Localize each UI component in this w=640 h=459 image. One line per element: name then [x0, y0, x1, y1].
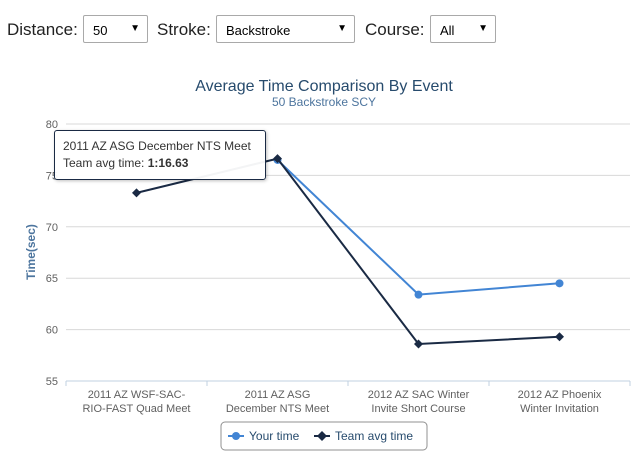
series-line-team-avg — [136, 157, 560, 346]
data-point[interactable] — [555, 279, 564, 288]
data-point[interactable] — [273, 154, 282, 164]
x-axis: 2011 AZ WSF-SAC-RIO-FAST Quad Meet 2011 A… — [65, 380, 631, 415]
x-tick-label: 2011 AZ WSF-SAC-RIO-FAST Quad Meet — [82, 389, 190, 415]
legend-swatch-marker — [232, 432, 240, 440]
x-tick-label: 2012 AZ Phoenix Winter Invitation — [518, 389, 602, 415]
chart-subtitle: 50 Backstroke SCY — [272, 95, 376, 109]
data-point[interactable] — [414, 339, 423, 349]
chevron-down-icon: ▼ — [130, 23, 140, 34]
course-label: Course: — [365, 20, 425, 39]
y-tick-label: 80 — [46, 119, 58, 131]
legend-item-your-time[interactable]: Your time — [228, 429, 300, 443]
y-tick-label: 65 — [46, 273, 58, 285]
legend-label-team-avg: Team avg time — [335, 429, 413, 443]
tooltip-metric-value: 1:16.63 — [147, 156, 189, 170]
chevron-down-icon: ▼ — [478, 23, 488, 34]
chart-title: Average Time Comparison By Event — [195, 78, 453, 95]
filter-bar: Distance: 50 ▼ Stroke: Backstroke ▼ Cour… — [0, 0, 640, 60]
data-point[interactable] — [555, 332, 564, 342]
stroke-value: Backstroke — [226, 23, 291, 38]
tooltip-metric: Team avg time: 1:16.63 — [63, 155, 257, 172]
chevron-down-icon: ▼ — [337, 23, 347, 34]
stroke-select[interactable]: Backstroke ▼ — [216, 15, 355, 43]
data-point[interactable] — [414, 290, 423, 299]
x-tick-label: 2011 AZ ASG December NTS Meet — [226, 389, 329, 415]
stroke-label: Stroke: — [157, 20, 211, 39]
y-tick-label: 60 — [46, 325, 58, 337]
x-tick-label: 2012 AZ SAC Winter Invite Short Course — [368, 389, 470, 415]
course-value: All — [440, 23, 455, 38]
legend-swatch-marker — [317, 431, 327, 441]
tooltip-event: 2011 AZ ASG December NTS Meet — [63, 139, 251, 153]
distance-select[interactable]: 50 ▼ — [83, 15, 148, 43]
distance-value: 50 — [93, 23, 108, 38]
y-tick-label: 70 — [46, 222, 58, 234]
legend-label-your-time: Your time — [249, 429, 300, 443]
y-tick-label: 55 — [46, 376, 58, 388]
data-point[interactable] — [132, 188, 141, 198]
tooltip-metric-label: Team avg time: — [63, 156, 145, 170]
distance-label: Distance: — [7, 20, 78, 39]
y-axis-label: Time(sec) — [24, 224, 38, 280]
legend[interactable]: Your time Team avg time — [220, 421, 428, 451]
line-chart: Average Time Comparison By Event 50 Back… — [24, 78, 631, 451]
series-group — [132, 154, 564, 349]
tooltip: 2011 AZ ASG December NTS Meet Team avg t… — [54, 130, 266, 180]
course-select[interactable]: All ▼ — [430, 15, 496, 43]
legend-item-team-avg[interactable]: Team avg time — [314, 429, 413, 443]
